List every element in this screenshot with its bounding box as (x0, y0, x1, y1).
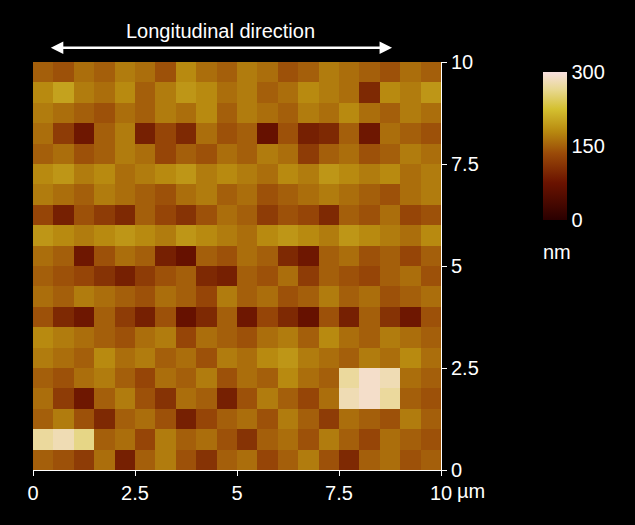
svg-text:0: 0 (572, 209, 583, 231)
svg-text:150: 150 (572, 135, 605, 157)
svg-text:0: 0 (451, 459, 462, 481)
svg-text:2.5: 2.5 (451, 357, 479, 379)
svg-text:µm: µm (457, 480, 485, 502)
svg-text:Longitudinal direction: Longitudinal direction (126, 20, 315, 42)
svg-text:5: 5 (451, 255, 462, 277)
svg-text:10: 10 (451, 51, 473, 73)
svg-text:5: 5 (231, 482, 242, 504)
svg-text:10: 10 (430, 482, 452, 504)
svg-text:7.5: 7.5 (325, 482, 353, 504)
svg-text:2.5: 2.5 (121, 482, 149, 504)
svg-text:7.5: 7.5 (451, 153, 479, 175)
svg-text:300: 300 (572, 61, 605, 83)
svg-text:nm: nm (543, 241, 571, 263)
svg-text:0: 0 (27, 482, 38, 504)
